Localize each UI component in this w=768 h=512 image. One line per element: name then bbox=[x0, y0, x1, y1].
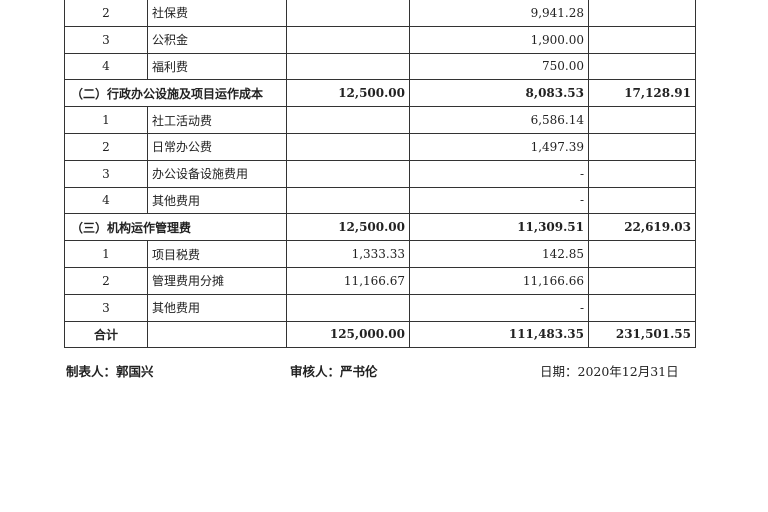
item-name-cell: 福利费 bbox=[147, 52, 287, 81]
actual-cell: 1,900.00 bbox=[409, 25, 589, 54]
reviewer-label: 审核人：严书伦 bbox=[290, 364, 378, 379]
item-name-cell: 其他费用 bbox=[147, 186, 287, 215]
seq-cell: 2 bbox=[64, 132, 148, 161]
seq-cell: 合计 bbox=[64, 320, 148, 349]
budget-cell bbox=[286, 159, 410, 188]
budget-cell: 11,166.67 bbox=[286, 266, 410, 295]
total-cell: 17,128.91 bbox=[588, 79, 696, 108]
budget-cell bbox=[286, 0, 410, 27]
table-row: 4 其他费用 - bbox=[64, 186, 696, 215]
table-row: 3 办公设备设施费用 - bbox=[64, 159, 696, 188]
budget-cell bbox=[286, 106, 410, 134]
actual-cell: 9,941.28 bbox=[409, 0, 589, 27]
budget-cell bbox=[286, 186, 410, 215]
actual-cell: 11,166.66 bbox=[409, 266, 589, 295]
total-cell bbox=[588, 186, 696, 215]
actual-cell: - bbox=[409, 293, 589, 322]
total-cell bbox=[588, 240, 696, 268]
item-name-cell: 管理费用分摊 bbox=[147, 266, 287, 295]
total-cell bbox=[588, 132, 696, 161]
seq-cell: 4 bbox=[64, 186, 148, 215]
budget-cell: 1,333.33 bbox=[286, 240, 410, 268]
table-row: 3 其他费用 - bbox=[64, 293, 696, 322]
total-cell bbox=[588, 0, 696, 27]
date-label: 日期：2020年12月31日 bbox=[540, 364, 679, 379]
seq-cell: 2 bbox=[64, 266, 148, 295]
total-cell bbox=[588, 25, 696, 54]
actual-cell: 6,586.14 bbox=[409, 106, 589, 134]
budget-cell bbox=[286, 52, 410, 81]
seq-cell: 3 bbox=[64, 293, 148, 322]
item-name-cell bbox=[147, 320, 287, 349]
expense-table: 2 社保费 9,941.28 3 公积金 1,900.00 4 福利费 750.00 （二）行政办… bbox=[64, 0, 696, 349]
seq-cell: 3 bbox=[64, 25, 148, 54]
preparer-label: 制表人：郭国兴 bbox=[66, 364, 154, 379]
budget-cell bbox=[286, 132, 410, 161]
actual-cell: 142.85 bbox=[409, 240, 589, 268]
section-row: （二）行政办公设施及项目运作成本 12,500.00 8,083.53 17,128.… bbox=[64, 79, 696, 108]
actual-cell: 750.00 bbox=[409, 52, 589, 81]
total-cell: 231,501.55 bbox=[588, 320, 696, 349]
table-row: 1 社工活动费 6,586.14 bbox=[64, 106, 696, 134]
total-cell bbox=[588, 159, 696, 188]
budget-cell: 12,500.00 bbox=[286, 213, 410, 242]
item-name-cell: 社工活动费 bbox=[147, 106, 287, 134]
actual-cell: 11,309.51 bbox=[409, 213, 589, 242]
total-cell bbox=[588, 52, 696, 81]
item-name-cell: 日常办公费 bbox=[147, 132, 287, 161]
seq-cell: 3 bbox=[64, 159, 148, 188]
actual-cell: - bbox=[409, 186, 589, 215]
section-name-cell: （二）行政办公设施及项目运作成本 bbox=[64, 79, 287, 108]
table-row: 2 管理费用分摊 11,166.67 11,166.66 bbox=[64, 266, 696, 295]
actual-cell: 111,483.35 bbox=[409, 320, 589, 349]
table-row: 2 社保费 9,941.28 bbox=[64, 0, 696, 27]
seq-cell: 1 bbox=[64, 240, 148, 268]
total-row: 合计 125,000.00 111,483.35 231,501.55 bbox=[64, 320, 696, 349]
table-row: 4 福利费 750.00 bbox=[64, 52, 696, 81]
section-row: （三）机构运作管理费 12,500.00 11,309.51 22,619.03 bbox=[64, 213, 696, 242]
table-row: 3 公积金 1,900.00 bbox=[64, 25, 696, 54]
budget-cell bbox=[286, 25, 410, 54]
table-row: 1 项目税费 1,333.33 142.85 bbox=[64, 240, 696, 268]
total-cell bbox=[588, 293, 696, 322]
actual-cell: 1,497.39 bbox=[409, 132, 589, 161]
section-name-cell: （三）机构运作管理费 bbox=[64, 213, 287, 242]
total-cell bbox=[588, 266, 696, 295]
actual-cell: - bbox=[409, 159, 589, 188]
total-cell: 22,619.03 bbox=[588, 213, 696, 242]
seq-cell: 2 bbox=[64, 0, 148, 27]
table-row: 2 日常办公费 1,497.39 bbox=[64, 132, 696, 161]
budget-cell bbox=[286, 293, 410, 322]
budget-cell: 12,500.00 bbox=[286, 79, 410, 108]
total-cell bbox=[588, 106, 696, 134]
item-name-cell: 公积金 bbox=[147, 25, 287, 54]
item-name-cell: 其他费用 bbox=[147, 293, 287, 322]
item-name-cell: 办公设备设施费用 bbox=[147, 159, 287, 188]
seq-cell: 4 bbox=[64, 52, 148, 81]
actual-cell: 8,083.53 bbox=[409, 79, 589, 108]
item-name-cell: 项目税费 bbox=[147, 240, 287, 268]
item-name-cell: 社保费 bbox=[147, 0, 287, 27]
budget-cell: 125,000.00 bbox=[286, 320, 410, 349]
seq-cell: 1 bbox=[64, 106, 148, 134]
